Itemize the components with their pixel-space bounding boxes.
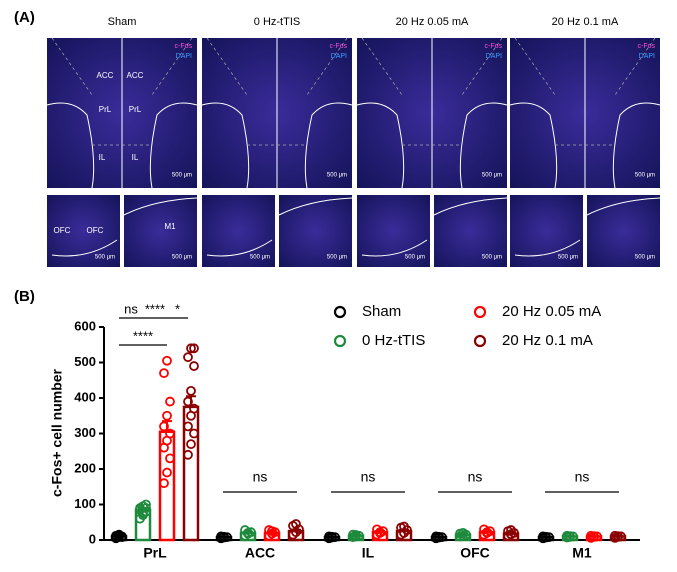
data-point (184, 353, 192, 361)
channel-label: DAPI (639, 53, 655, 60)
region-label: ACC (127, 71, 144, 80)
x-tick-label: OFC (460, 545, 490, 561)
channel-label: DAPI (331, 53, 347, 60)
x-tick-label: ACC (245, 545, 275, 561)
legend-label: 20 Hz 0.05 mA (502, 303, 601, 320)
y-tick-label: 300 (74, 425, 96, 440)
panel-label: (A) (14, 9, 35, 26)
x-tick-label: IL (362, 545, 375, 561)
y-tick-label: 500 (74, 354, 96, 369)
scale-bar: 500 μm (327, 173, 347, 179)
data-point (163, 469, 171, 477)
y-axis-label: c-Fos+ cell number (49, 368, 65, 497)
scale-bar: 500 μm (327, 255, 347, 261)
sig-label: ns (361, 469, 376, 485)
scale-bar: 500 μm (250, 255, 270, 261)
legend-label: 20 Hz 0.1 mA (502, 332, 593, 349)
channel-label: DAPI (176, 53, 192, 60)
region-label: PrL (129, 105, 142, 114)
legend-marker (335, 307, 345, 317)
data-point (187, 387, 195, 395)
panel-label: (B) (14, 288, 35, 305)
y-tick-label: 600 (74, 318, 96, 333)
column-label: 20 Hz 0.1 mA (552, 16, 619, 28)
legend-marker (475, 307, 485, 317)
scale-bar: 500 μm (482, 255, 502, 261)
legend-label: Sham (362, 303, 401, 320)
scale-bar: 500 μm (95, 255, 115, 261)
data-point (190, 362, 198, 370)
sig-label: ns (468, 469, 483, 485)
x-tick-label: PrL (143, 545, 167, 561)
sig-label: ns (253, 469, 268, 485)
data-point (160, 369, 168, 377)
region-label: OFC (54, 226, 71, 235)
bar (184, 407, 198, 540)
scale-bar: 500 μm (405, 255, 425, 261)
scale-bar: 500 μm (172, 173, 192, 179)
channel-label: c-Fos (330, 43, 348, 50)
scale-bar: 500 μm (482, 173, 502, 179)
scale-bar: 500 μm (635, 255, 655, 261)
legend-marker (335, 336, 345, 346)
sig-label: * (175, 301, 180, 316)
region-label: M1 (164, 222, 176, 231)
region-label: OFC (87, 226, 104, 235)
channel-label: c-Fos (485, 43, 503, 50)
region-label: IL (99, 153, 106, 162)
scale-bar: 500 μm (558, 255, 578, 261)
y-tick-label: 100 (74, 496, 96, 511)
region-label: IL (132, 153, 139, 162)
scale-bar: 500 μm (172, 255, 192, 261)
legend-label: 0 Hz-tTIS (362, 332, 425, 349)
y-tick-label: 0 (89, 531, 96, 546)
data-point (187, 440, 195, 448)
channel-label: c-Fos (638, 43, 656, 50)
sig-label: **** (133, 328, 153, 343)
data-point (163, 357, 171, 365)
scale-bar: 500 μm (635, 173, 655, 179)
sig-label: ns (124, 301, 138, 316)
channel-label: c-Fos (175, 43, 193, 50)
region-label: PrL (99, 105, 112, 114)
region-label: ACC (97, 71, 114, 80)
data-point (166, 398, 174, 406)
channel-label: DAPI (486, 53, 502, 60)
column-label: 20 Hz 0.05 mA (396, 16, 469, 28)
y-tick-label: 200 (74, 460, 96, 475)
x-tick-label: M1 (572, 545, 592, 561)
sig-label: **** (145, 301, 165, 316)
data-point (163, 412, 171, 420)
column-label: 0 Hz-tTIS (254, 16, 300, 28)
y-tick-label: 400 (74, 389, 96, 404)
sig-label: ns (575, 469, 590, 485)
column-label: Sham (108, 16, 137, 28)
legend-marker (475, 336, 485, 346)
